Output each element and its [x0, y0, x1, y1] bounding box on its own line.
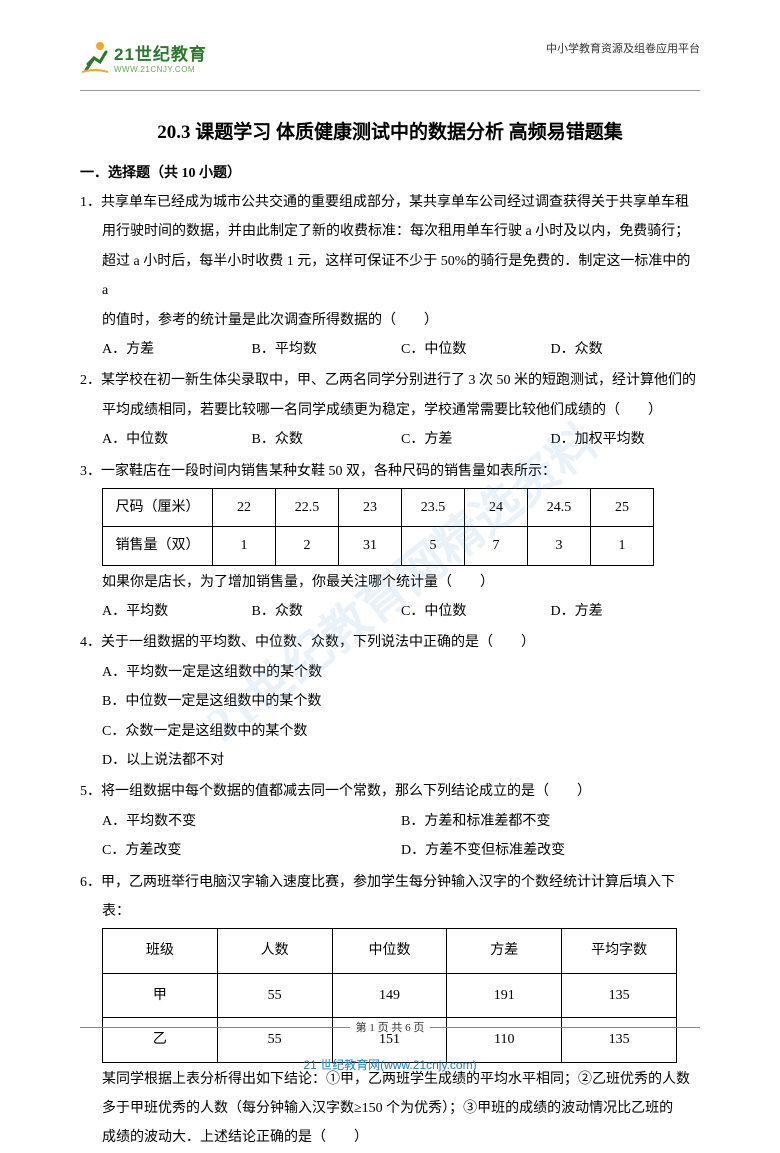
q2-l1: 某学校在初一新生体尖录取中，甲、乙两名同学分别进行了 3 次 50 米的短跑测试…: [101, 373, 696, 388]
q6-r1-0: 甲: [103, 973, 218, 1017]
table-row: 班级 人数 中位数 方差 平均字数: [103, 929, 677, 973]
q6-h3: 方差: [447, 929, 562, 973]
q3-opt-a[interactable]: A．平均数: [102, 597, 252, 626]
question-2: 2．某学校在初一新生体尖录取中，甲、乙两名同学分别进行了 3 次 50 米的短跑…: [80, 366, 700, 454]
q5-num: 5．: [80, 784, 101, 799]
q3-opt-b[interactable]: B．众数: [252, 597, 402, 626]
q6-h4: 平均字数: [562, 929, 677, 973]
q5-options-2: C．方差改变 D．方差不变但标准差改变: [80, 836, 700, 865]
q1-opt-b[interactable]: B．平均数: [252, 335, 402, 364]
q4-num: 4．: [80, 635, 101, 650]
q3-l1: 一家鞋店在一段时间内销售某种女鞋 50 双，各种尺码的销售量如表所示：: [101, 464, 556, 479]
q3-t-r3: 31: [339, 527, 402, 565]
q6-num: 6．: [80, 875, 101, 890]
q5-l1: 将一组数据中每个数据的值都减去同一个常数，那么下列结论成立的是（ ）: [101, 784, 591, 799]
q6-r1-3: 191: [447, 973, 562, 1017]
q1-options: A．方差 B．平均数 C．中位数 D．众数: [80, 335, 700, 364]
q3-t-r5: 7: [465, 527, 528, 565]
q3-t-h7: 25: [591, 488, 654, 526]
q3-t-h4: 23.5: [402, 488, 465, 526]
question-6: 6．甲，乙两班举行电脑汉字输入速度比赛，参加学生每分钟输入汉字的个数经统计计算后…: [80, 868, 700, 1153]
q3-opt-c[interactable]: C．中位数: [401, 597, 551, 626]
q6-h0: 班级: [103, 929, 218, 973]
footer-page: 第 1 页 共 6 页: [356, 1019, 425, 1035]
q5-opt-c[interactable]: C．方差改变: [102, 836, 401, 865]
footer-rule: 第 1 页 共 6 页: [80, 1019, 700, 1035]
q5-opt-d[interactable]: D．方差不变但标准差改变: [401, 836, 700, 865]
q6-l4: 成绩的波动大．上述结论正确的是（ ）: [80, 1123, 700, 1152]
q6-r1-1: 55: [217, 973, 332, 1017]
q1-l2: 用行驶时间的数据，并由此制定了新的收费标准：每次租用单车行驶 a 小时及以内，免…: [80, 217, 700, 246]
q3-t-h6: 24.5: [528, 488, 591, 526]
logo: 21世纪教育 WWW.21CNJY.COM: [80, 40, 207, 74]
runner-icon: [80, 40, 110, 74]
q6-l3: 多于甲班优秀的人数（每分钟输入汉字数≥150 个为优秀）；③甲班的成绩的波动情况…: [80, 1094, 700, 1123]
q2-options: A．中位数 B．众数 C．方差 D．加权平均数: [80, 425, 700, 454]
q3-t-h2: 22.5: [276, 488, 339, 526]
q5-opt-b[interactable]: B．方差和标准差都不变: [401, 807, 700, 836]
logo-text-en: WWW.21CNJY.COM: [114, 65, 207, 74]
q1-opt-d[interactable]: D．众数: [551, 335, 701, 364]
q6-h2: 中位数: [332, 929, 447, 973]
q6-r1-2: 149: [332, 973, 447, 1017]
header-right-text: 中小学教育资源及组卷应用平台: [546, 40, 700, 56]
q3-t-r1: 1: [213, 527, 276, 565]
q3-t-r0: 销售量（双）: [103, 527, 213, 565]
q2-l2: 平均成绩相同，若要比较哪一名同学成绩更为稳定，学校通常需要比较他们成绩的（ ）: [80, 396, 700, 425]
q1-l1: 共享单车已经成为城市公共交通的重要组成部分，某共享单车公司经过调查获得关于共享单…: [101, 195, 689, 210]
q2-opt-c[interactable]: C．方差: [401, 425, 551, 454]
q6-r1-4: 135: [562, 973, 677, 1017]
q3-l2: 如果你是店长，为了增加销售量，你最关注哪个统计量（ ）: [80, 568, 700, 597]
q4-opt-b[interactable]: B．中位数一定是这组数中的某个数: [80, 687, 700, 716]
q3-table: 尺码（厘米） 22 22.5 23 23.5 24 24.5 25 销售量（双）…: [102, 488, 654, 566]
q1-num: 1．: [80, 195, 101, 210]
page-header: 21世纪教育 WWW.21CNJY.COM 中小学教育资源及组卷应用平台: [80, 40, 700, 88]
q3-t-h3: 23: [339, 488, 402, 526]
table-row: 销售量（双） 1 2 31 5 7 3 1: [103, 527, 654, 565]
q2-opt-a[interactable]: A．中位数: [102, 425, 252, 454]
q2-opt-d[interactable]: D．加权平均数: [551, 425, 701, 454]
q3-t-h5: 24: [465, 488, 528, 526]
q1-opt-a[interactable]: A．方差: [102, 335, 252, 364]
q6-h1: 人数: [217, 929, 332, 973]
page-root: 21世纪教育网精选资料 21世纪教育 WWW.21CNJY.COM 中小学教育资…: [0, 0, 780, 1103]
q5-opt-a[interactable]: A．平均数不变: [102, 807, 401, 836]
table-row: 尺码（厘米） 22 22.5 23 23.5 24 24.5 25: [103, 488, 654, 526]
q3-t-r6: 3: [528, 527, 591, 565]
question-5: 5．将一组数据中每个数据的值都减去同一个常数，那么下列结论成立的是（ ） A．平…: [80, 777, 700, 865]
q3-t-r2: 2: [276, 527, 339, 565]
q3-t-h0: 尺码（厘米）: [103, 488, 213, 526]
q3-options: A．平均数 B．众数 C．中位数 D．方差: [80, 597, 700, 626]
question-4: 4．关于一组数据的平均数、中位数、众数，下列说法中正确的是（ ） A．平均数一定…: [80, 628, 700, 775]
q3-t-h1: 22: [213, 488, 276, 526]
section-heading: 一．选择题（共 10 小题）: [80, 162, 700, 182]
q1-l3: 超过 a 小时后，每半小时收费 1 元，这样可保证不少于 50%的骑行是免费的．…: [80, 247, 700, 306]
q4-opt-d[interactable]: D．以上说法都不对: [80, 746, 700, 775]
q3-opt-d[interactable]: D．方差: [551, 597, 701, 626]
question-1: 1．共享单车已经成为城市公共交通的重要组成部分，某共享单车公司经过调查获得关于共…: [80, 188, 700, 364]
q3-t-r4: 5: [402, 527, 465, 565]
q6-table: 班级 人数 中位数 方差 平均字数 甲 55 149 191 135 乙 55 …: [102, 928, 677, 1062]
page-title: 20.3 课题学习 体质健康测试中的数据分析 高频易错题集: [80, 117, 700, 144]
question-3: 3．一家鞋店在一段时间内销售某种女鞋 50 双，各种尺码的销售量如表所示： 尺码…: [80, 457, 700, 627]
footer-brand: 21 世纪教育网(www.21cnjy.com): [0, 1056, 780, 1073]
q2-num: 2．: [80, 373, 101, 388]
q5-options-1: A．平均数不变 B．方差和标准差都不变: [80, 807, 700, 836]
q3-num: 3．: [80, 464, 101, 479]
table-row: 甲 55 149 191 135: [103, 973, 677, 1017]
q6-l1: 甲，乙两班举行电脑汉字输入速度比赛，参加学生每分钟输入汉字的个数经统计计算后填入…: [101, 875, 675, 919]
q3-t-r7: 1: [591, 527, 654, 565]
q1-l4: 的值时，参考的统计量是此次调查所得数据的（ ）: [80, 306, 700, 335]
header-rule: [80, 90, 700, 91]
q4-opt-c[interactable]: C．众数一定是这组数中的某个数: [80, 717, 700, 746]
q4-opt-a[interactable]: A．平均数一定是这组数中的某个数: [80, 658, 700, 687]
q2-opt-b[interactable]: B．众数: [252, 425, 402, 454]
q1-opt-c[interactable]: C．中位数: [401, 335, 551, 364]
page-footer: 21 世纪教育网(www.21cnjy.com): [0, 1056, 780, 1073]
q4-l1: 关于一组数据的平均数、中位数、众数，下列说法中正确的是（ ）: [101, 635, 535, 650]
logo-text-cn: 21世纪教育: [114, 40, 207, 65]
